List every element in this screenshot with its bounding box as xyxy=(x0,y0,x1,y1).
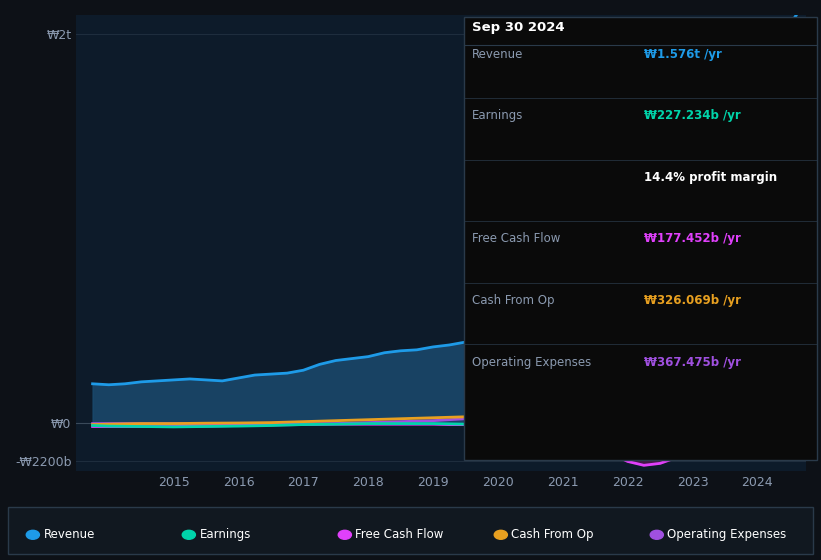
Text: ₩1.576t /yr: ₩1.576t /yr xyxy=(644,48,722,60)
Text: Free Cash Flow: Free Cash Flow xyxy=(355,528,444,542)
Text: Operating Expenses: Operating Expenses xyxy=(667,528,787,542)
Text: ₩227.234b /yr: ₩227.234b /yr xyxy=(644,109,741,122)
Text: ₩367.475b /yr: ₩367.475b /yr xyxy=(644,356,741,368)
Text: Cash From Op: Cash From Op xyxy=(472,294,554,307)
Text: ₩326.069b /yr: ₩326.069b /yr xyxy=(644,294,741,307)
Text: 14.4% profit margin: 14.4% profit margin xyxy=(644,171,777,184)
Text: Revenue: Revenue xyxy=(472,48,524,60)
Text: Sep 30 2024: Sep 30 2024 xyxy=(472,21,565,34)
Text: Free Cash Flow: Free Cash Flow xyxy=(472,232,561,245)
Text: Earnings: Earnings xyxy=(472,109,524,122)
Text: Cash From Op: Cash From Op xyxy=(511,528,594,542)
Text: Revenue: Revenue xyxy=(44,528,95,542)
Text: Earnings: Earnings xyxy=(200,528,251,542)
Text: Operating Expenses: Operating Expenses xyxy=(472,356,591,368)
Text: ₩177.452b /yr: ₩177.452b /yr xyxy=(644,232,741,245)
